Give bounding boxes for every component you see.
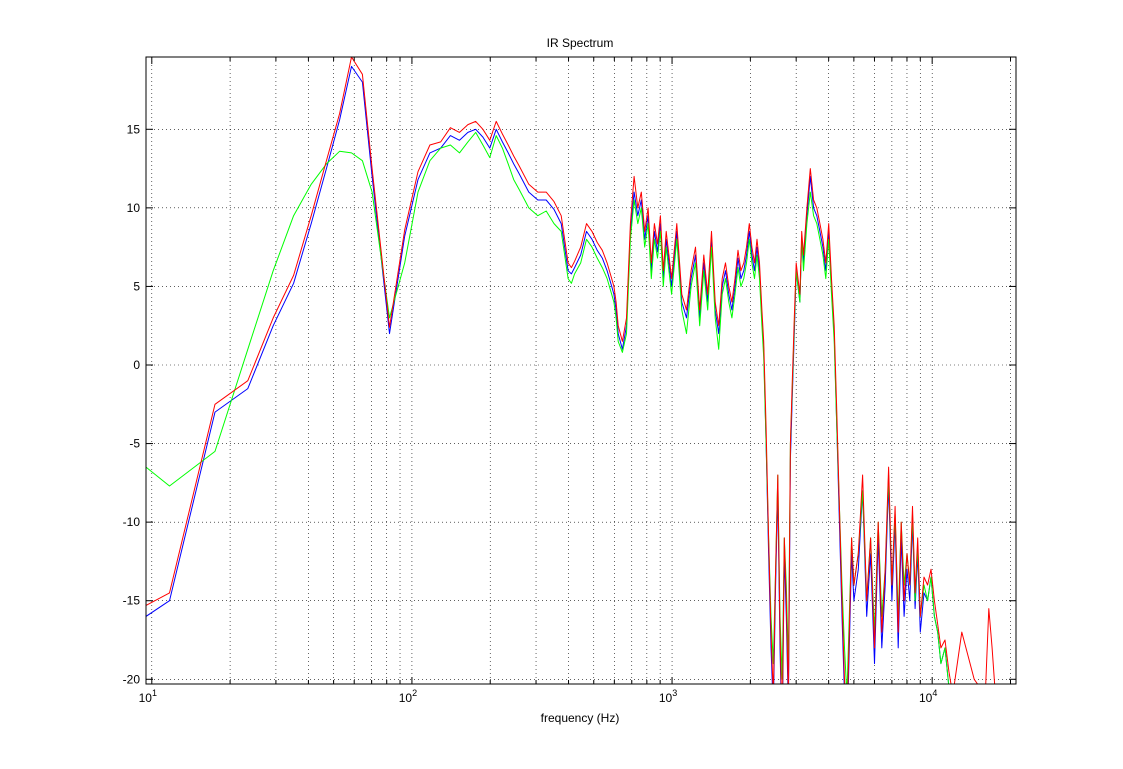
x-tick-label-base: 10 (399, 691, 413, 705)
x-tick-label: 104 (919, 688, 937, 705)
x-tick-label: 103 (659, 688, 677, 705)
series-line-3 (146, 57, 996, 684)
plot-frame (145, 56, 1017, 685)
chart-title: IR Spectrum (547, 36, 614, 50)
x-axis-label: frequency (Hz) (541, 711, 620, 725)
x-tick-label-exponent: 4 (932, 688, 937, 698)
y-tick-label: -5 (129, 437, 140, 451)
grid-lines (146, 57, 1016, 684)
y-tick-label: -15 (123, 594, 141, 608)
x-tick-label-exponent: 3 (672, 688, 677, 698)
x-tick-label-base: 10 (139, 691, 153, 705)
y-tick-label: 15 (127, 122, 141, 136)
x-tick-label-base: 10 (919, 691, 933, 705)
y-tick-label: 0 (133, 358, 140, 372)
x-tick-label-base: 10 (659, 691, 673, 705)
x-tick-label: 101 (139, 688, 157, 705)
x-tick-label-exponent: 2 (412, 688, 417, 698)
series-layer (146, 57, 996, 684)
y-tick-label: 5 (133, 279, 140, 293)
y-tick-label: -20 (123, 672, 141, 686)
axis-ticks (146, 57, 1016, 684)
y-tick-label: 10 (127, 201, 141, 215)
y-tick-label: -10 (123, 515, 141, 529)
x-tick-label-exponent: 1 (152, 688, 157, 698)
x-tick-label: 102 (399, 688, 417, 705)
series-line-1 (146, 65, 950, 684)
